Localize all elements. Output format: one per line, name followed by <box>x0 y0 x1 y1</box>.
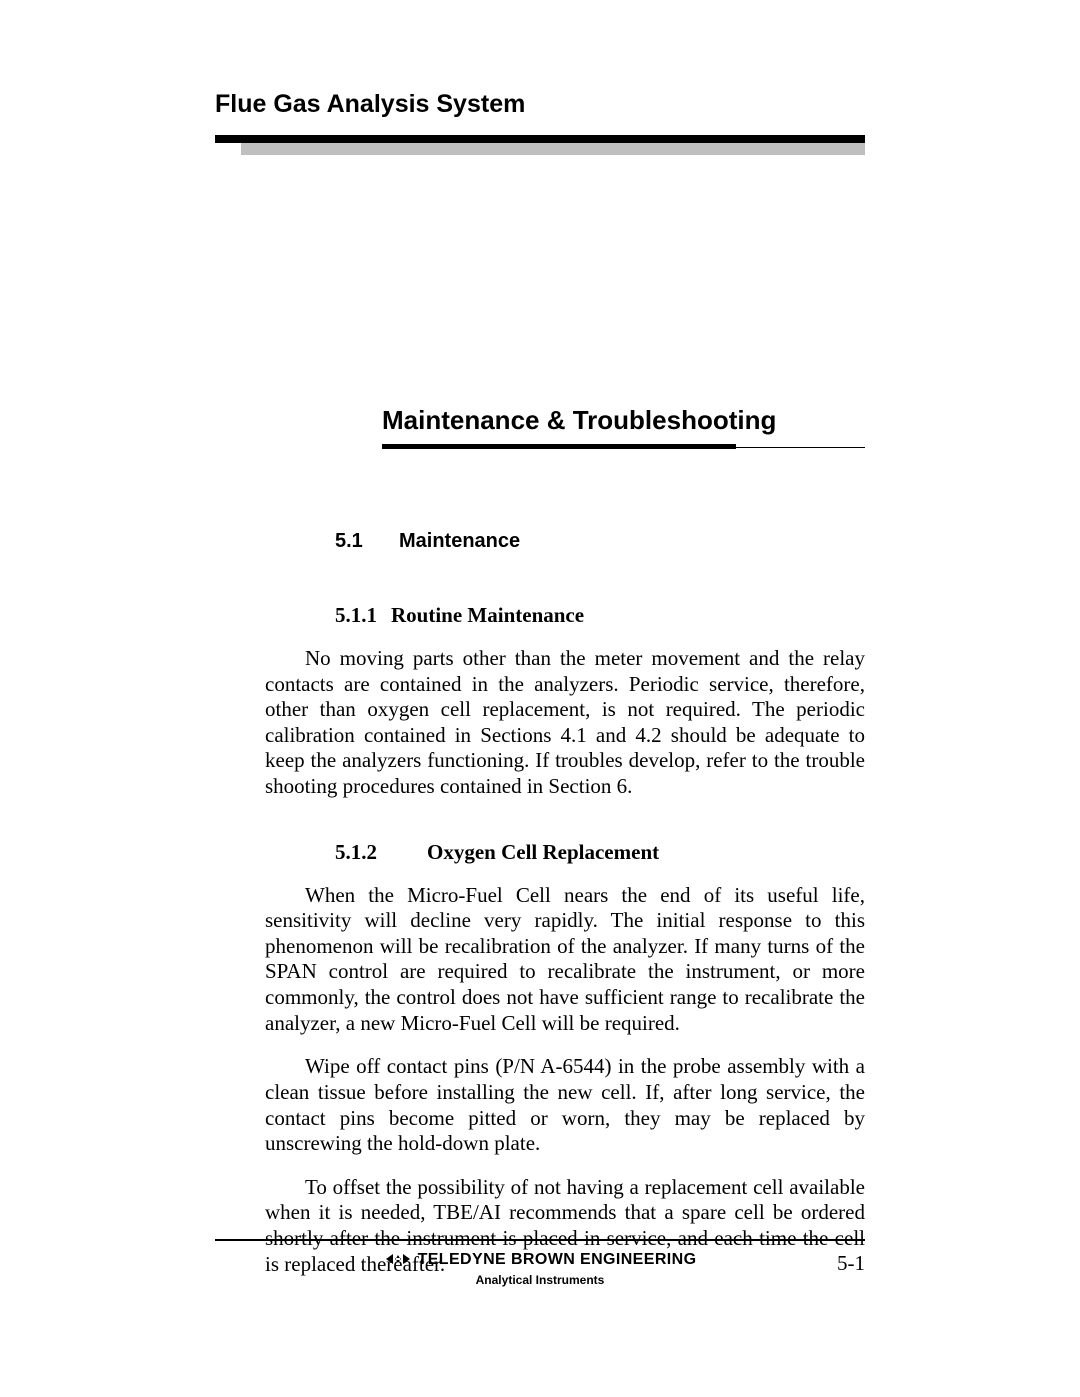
footer-division: Analytical Instruments <box>384 1273 697 1287</box>
header-rule-black <box>215 135 865 143</box>
footer-line: TELEDYNE BROWN ENGINEERING Analytical In… <box>215 1251 865 1287</box>
subsection-title: Routine Maintenance <box>391 603 584 627</box>
footer-company: TELEDYNE BROWN ENGINEERING <box>384 1251 697 1271</box>
chapter-rule <box>382 444 865 450</box>
section-5-1-1-heading: 5.1.1 Routine Maintenance <box>335 603 865 628</box>
footer-rule <box>215 1239 865 1241</box>
chapter-rule-thin <box>736 447 865 448</box>
subsection-number: 5.1.1 <box>335 603 377 628</box>
section-5-1-2-heading: 5.1.2 Oxygen Cell Replacement <box>335 840 865 865</box>
running-head: Flue Gas Analysis System <box>215 90 865 119</box>
teledyne-logo-icon <box>384 1252 412 1271</box>
section-title: Maintenance <box>399 530 520 552</box>
chapter-title-block: Maintenance & Troubleshooting <box>382 405 865 450</box>
subsection-title: Oxygen Cell Replacement <box>427 840 659 864</box>
header-rule-shadow <box>241 142 865 155</box>
paragraph: No moving parts other than the meter mov… <box>265 646 865 800</box>
footer-company-text: TELEDYNE BROWN ENGINEERING <box>418 1251 697 1268</box>
page-number: 5-1 <box>837 1251 865 1276</box>
footer-center: TELEDYNE BROWN ENGINEERING Analytical In… <box>384 1251 697 1287</box>
page: Flue Gas Analysis System Maintenance & T… <box>0 0 1080 1397</box>
section-number: 5.1 <box>335 530 399 553</box>
section-5-1-heading: 5.1Maintenance <box>335 530 865 553</box>
chapter-title: Maintenance & Troubleshooting <box>382 405 776 442</box>
paragraph: When the Micro-Fuel Cell nears the end o… <box>265 883 865 1037</box>
chapter-rule-thick <box>382 444 736 449</box>
header-rule <box>215 135 865 155</box>
subsection-number: 5.1.2 <box>335 840 413 865</box>
paragraph: Wipe off contact pins (P/N A-6544) in th… <box>265 1054 865 1156</box>
page-footer: TELEDYNE BROWN ENGINEERING Analytical In… <box>215 1239 865 1287</box>
